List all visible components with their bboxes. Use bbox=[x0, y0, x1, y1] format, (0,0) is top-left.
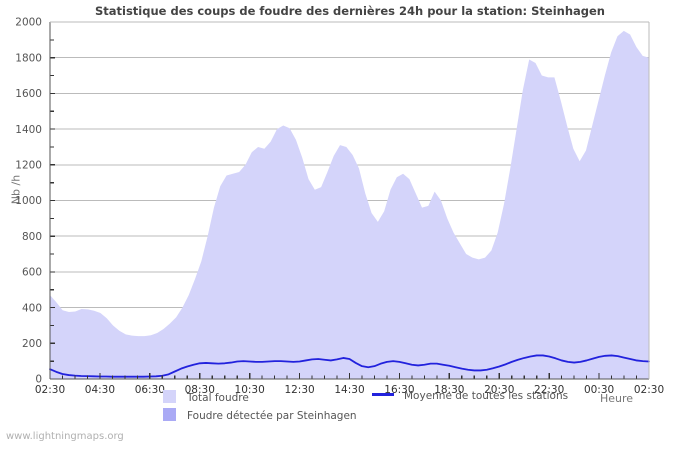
svg-text:1000: 1000 bbox=[15, 195, 42, 207]
svg-text:14:30: 14:30 bbox=[334, 384, 364, 396]
svg-text:600: 600 bbox=[22, 267, 42, 279]
svg-text:08:30: 08:30 bbox=[185, 384, 215, 396]
svg-text:10:30: 10:30 bbox=[235, 384, 265, 396]
x-tick-labels: 02:30 04:30 06:30 08:30 10:30 12:30 14:30 16:30… bbox=[35, 384, 664, 396]
svg-text:200: 200 bbox=[22, 338, 42, 350]
svg-text:0: 0 bbox=[35, 374, 42, 386]
chart-legend: Total foudre Foudre détectée par Steinha… bbox=[0, 388, 700, 424]
svg-text:22:30: 22:30 bbox=[534, 384, 564, 396]
legend-item-total-foudre: Total foudre bbox=[163, 390, 249, 404]
svg-text:20:30: 20:30 bbox=[484, 384, 514, 396]
svg-text:18:30: 18:30 bbox=[434, 384, 464, 396]
svg-text:1400: 1400 bbox=[15, 124, 42, 136]
legend-swatch-total-foudre bbox=[163, 390, 176, 403]
y-tick-labels: 0 200 400 600 800 1000 1200 1400 1600 1800 2000 bbox=[15, 17, 42, 386]
plot-frame bbox=[49, 21, 650, 380]
legend-label-total-foudre: Total foudre bbox=[187, 392, 249, 404]
svg-text:1600: 1600 bbox=[15, 88, 42, 100]
svg-text:1800: 1800 bbox=[15, 52, 42, 64]
svg-text:04:30: 04:30 bbox=[85, 384, 115, 396]
total-lightning-area bbox=[50, 30, 649, 380]
svg-text:06:30: 06:30 bbox=[135, 384, 165, 396]
x-axis-label: Heure bbox=[600, 392, 634, 405]
svg-text:00:30: 00:30 bbox=[584, 384, 614, 396]
page-title: Statistique des coups de foudre des dern… bbox=[94, 4, 605, 18]
legend-label-average: Moyenne de toutes les stations bbox=[404, 390, 569, 402]
svg-text:800: 800 bbox=[22, 231, 42, 243]
legend-line-average bbox=[372, 393, 394, 396]
svg-text:02:30: 02:30 bbox=[634, 384, 664, 396]
svg-text:12:30: 12:30 bbox=[284, 384, 314, 396]
svg-text:1200: 1200 bbox=[15, 160, 42, 172]
svg-text:2000: 2000 bbox=[15, 17, 42, 29]
svg-text:02:30: 02:30 bbox=[35, 384, 65, 396]
legend-item-average: Moyenne de toutes les stations bbox=[372, 390, 568, 402]
svg-text:400: 400 bbox=[22, 302, 42, 314]
legend-swatch-station-foudre bbox=[163, 408, 176, 421]
legend-item-station-foudre: Foudre détectée par Steinhagen bbox=[163, 408, 357, 422]
legend-label-station-foudre: Foudre détectée par Steinhagen bbox=[187, 410, 357, 422]
footer-watermark: www.lightningmaps.org bbox=[6, 431, 124, 442]
